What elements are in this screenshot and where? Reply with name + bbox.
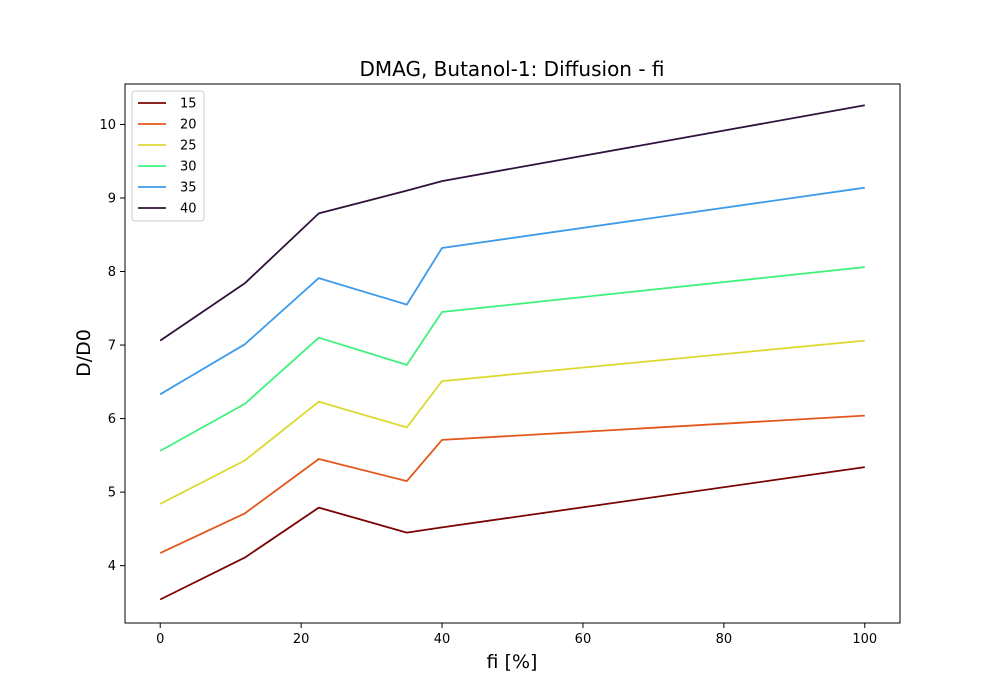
series-line-35 [159, 186, 865, 396]
legend-label-15: 15 [180, 97, 197, 112]
x-tick-label: 60 [575, 632, 592, 647]
y-axis-ticks: 4 5 6 7 8 9 10 [99, 118, 125, 574]
y-tick-label: 10 [99, 118, 116, 133]
x-tick-label: 40 [434, 632, 451, 647]
y-tick-label: 7 [108, 339, 116, 354]
series-line-15 [159, 466, 865, 601]
series-line-30 [159, 266, 865, 452]
series-layer [159, 104, 865, 601]
x-axis-label: fi [%] [487, 651, 538, 673]
x-tick-label: 80 [716, 632, 733, 647]
plot-frame [124, 83, 901, 624]
x-tick-label: 100 [852, 632, 877, 647]
chart-title: DMAG, Butanol-1: Diffusion - fi [359, 57, 664, 81]
series-line-40 [159, 104, 865, 342]
series-line-20 [159, 414, 865, 554]
legend-label-25: 25 [180, 139, 197, 154]
y-tick-label: 5 [108, 486, 116, 501]
legend: 15 20 25 30 35 40 [131, 90, 205, 222]
y-tick-label: 8 [108, 265, 116, 280]
y-tick-label: 4 [108, 559, 116, 574]
y-tick-label: 9 [108, 191, 116, 206]
legend-label-30: 30 [180, 160, 197, 175]
y-tick-label: 6 [108, 412, 116, 427]
series-line-25 [159, 339, 865, 505]
legend-label-20: 20 [180, 118, 197, 133]
x-axis-ticks: 0 20 40 60 80 100 [156, 623, 877, 647]
plot-area [125, 84, 900, 623]
x-tick-label: 20 [293, 632, 310, 647]
y-axis-label: D/D0 [73, 329, 95, 377]
legend-label-40: 40 [180, 202, 197, 217]
legend-label-35: 35 [180, 181, 197, 196]
x-tick-label: 0 [156, 632, 164, 647]
